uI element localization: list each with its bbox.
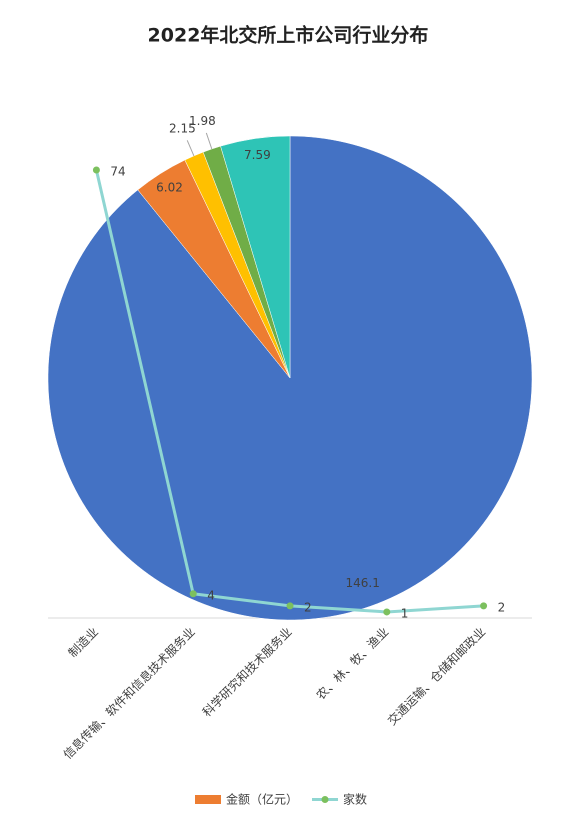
leader-line <box>186 140 195 157</box>
x-tick-label: 科学研究和技术服务业 <box>199 624 294 719</box>
data-label: 2 <box>304 600 312 614</box>
x-tick-label: 农、林、牧、渔业 <box>314 625 392 703</box>
legend-label: 家数 <box>343 792 367 807</box>
line-marker <box>480 602 488 610</box>
legend-swatch <box>195 795 221 804</box>
data-label: 1 <box>401 606 409 620</box>
data-label: 1.98 <box>189 114 216 128</box>
chart-title: 2022年北交所上市公司行业分布 <box>148 24 429 47</box>
legend-label: 金额（亿元） <box>226 792 298 807</box>
x-tick-label: 交通运输、仓储和邮政业 <box>384 624 488 728</box>
data-label: 6.02 <box>156 180 183 194</box>
line-marker <box>189 590 197 598</box>
data-label: 2.15 <box>169 122 196 136</box>
leader-line <box>205 132 213 150</box>
x-tick-label: 制造业 <box>66 625 101 660</box>
data-label: 4 <box>207 588 215 602</box>
data-label: 146.1 <box>345 576 379 590</box>
data-label: 2 <box>498 600 506 614</box>
data-label: 7.59 <box>244 148 271 162</box>
pie-slice <box>220 135 291 379</box>
legend-marker <box>321 796 329 803</box>
data-label: 74 <box>110 165 125 179</box>
line-marker <box>286 602 294 610</box>
line-marker <box>92 166 100 174</box>
line-marker <box>383 608 391 616</box>
